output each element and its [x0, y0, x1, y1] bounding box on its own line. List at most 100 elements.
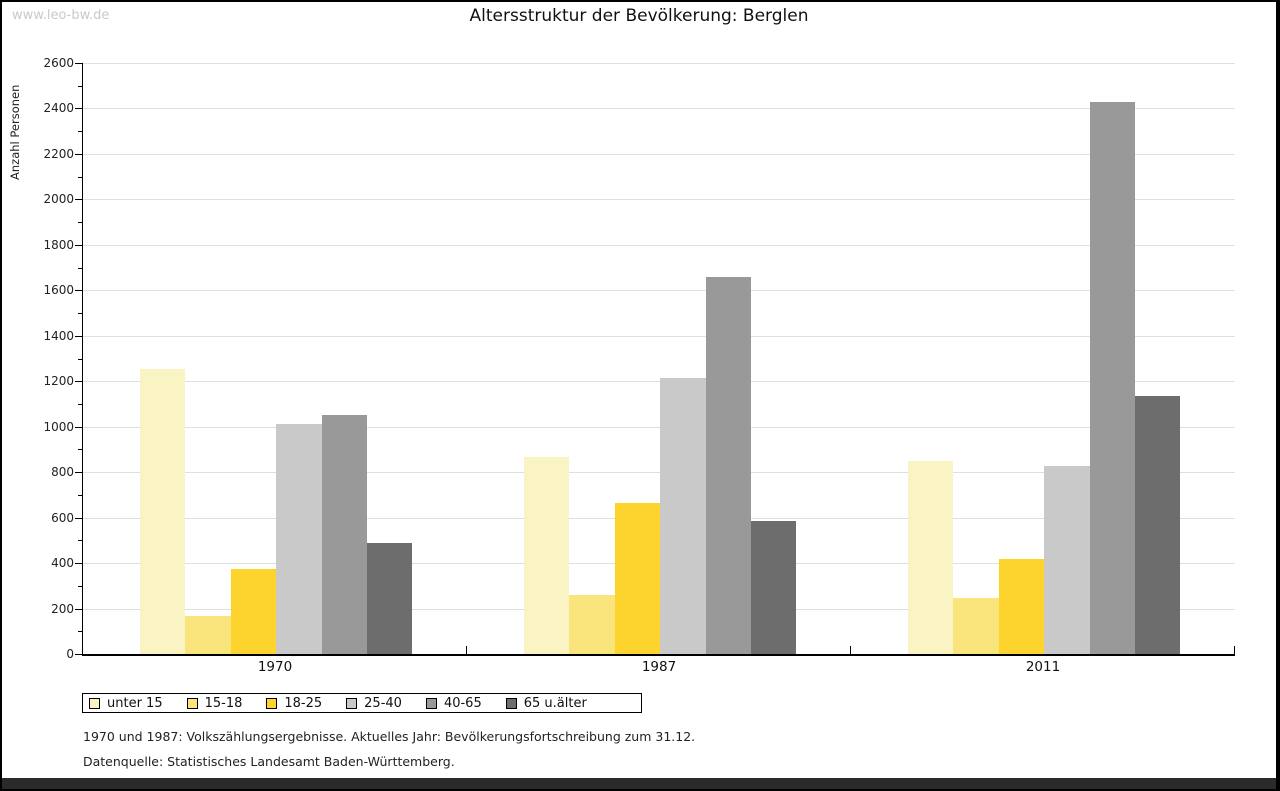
y-tick-label: 200	[51, 601, 74, 616]
y-tick-label: 400	[51, 556, 74, 571]
gridline	[83, 335, 1235, 337]
gridline	[83, 381, 1235, 383]
bar-unter-15-2011	[908, 460, 954, 654]
bottom-bar	[2, 778, 1276, 789]
gridline	[83, 63, 1235, 64]
y-major-tick	[75, 335, 82, 337]
y-minor-tick	[78, 85, 82, 87]
y-major-tick	[75, 199, 82, 201]
y-minor-tick	[78, 358, 82, 360]
y-minor-tick	[78, 449, 82, 451]
y-major-tick	[75, 63, 82, 64]
y-minor-tick	[78, 267, 82, 269]
bar-15-18-1970	[185, 616, 231, 654]
bar-40-65-1987	[705, 276, 751, 654]
x-tick-label: 1970	[257, 659, 293, 675]
legend-swatch	[186, 697, 198, 709]
bar-40-65-2011	[1089, 101, 1135, 654]
y-minor-tick	[78, 222, 82, 224]
legend-label: 40-65	[443, 695, 482, 711]
y-tick-label: 1200	[43, 374, 74, 389]
y-major-tick	[75, 608, 82, 610]
footnote-2: Datenquelle: Statistisches Landesamt Bad…	[83, 754, 455, 769]
legend-swatch	[346, 697, 358, 709]
bar-65-u.älter-1987	[751, 521, 797, 654]
y-major-tick	[75, 654, 82, 655]
legend-label: 15-18	[204, 695, 243, 711]
legend-item: unter 15	[89, 696, 163, 711]
y-tick-label: 1400	[43, 328, 74, 343]
bar-15-18-2011	[953, 598, 999, 654]
legend-item: 15-18	[186, 695, 243, 711]
legend-swatch	[425, 697, 437, 709]
y-tick-label: 2400	[43, 101, 74, 116]
y-minor-tick	[78, 585, 82, 587]
legend-label: 18-25	[284, 695, 323, 711]
y-tick-label: 600	[51, 510, 74, 525]
y-major-tick	[75, 244, 82, 246]
x-tick-label: 2011	[1025, 659, 1061, 675]
footnote-1: 1970 und 1987: Volkszählungsergebnisse. …	[83, 729, 696, 744]
legend-swatch	[505, 697, 517, 709]
bar-unter-15-1987	[524, 457, 570, 654]
x-tick-label: 1987	[641, 659, 677, 675]
y-major-tick	[75, 290, 82, 292]
y-tick-label: 2200	[43, 146, 74, 161]
gridline	[83, 290, 1235, 292]
y-tick-label: 2000	[43, 192, 74, 207]
y-axis-label: Anzahl Personen	[8, 84, 22, 180]
legend-label: 25-40	[364, 695, 402, 711]
gridline	[83, 199, 1235, 201]
legend-item: 25-40	[346, 696, 402, 711]
y-major-tick	[75, 472, 82, 474]
chart-title: Altersstruktur der Bevölkerung: Berglen	[469, 6, 809, 26]
y-tick-label: 0	[66, 647, 74, 661]
legend-swatch	[89, 697, 100, 709]
legend-item: 40-65	[425, 695, 482, 711]
legend-swatch	[266, 697, 278, 709]
gridline	[83, 426, 1235, 428]
watermark: www.leo-bw.de	[12, 8, 110, 23]
y-tick-label: 800	[51, 465, 74, 480]
bar-18-25-1970	[230, 568, 277, 654]
bar-unter-15-1970	[140, 368, 186, 654]
bar-65-u.älter-1970	[367, 542, 413, 654]
bar-18-25-2011	[998, 558, 1045, 654]
legend-item: 65 u.älter	[505, 695, 587, 711]
y-tick-label: 2600	[43, 56, 74, 70]
legend-item: 18-25	[266, 696, 322, 711]
y-major-tick	[75, 108, 82, 110]
y-tick-label: 1600	[43, 283, 74, 298]
bar-25-40-1970	[276, 424, 322, 654]
y-minor-tick	[78, 494, 82, 496]
legend-label: unter 15	[107, 695, 163, 711]
y-minor-tick	[78, 631, 82, 633]
x-group-tick	[466, 646, 467, 654]
gridline	[83, 153, 1235, 155]
bar-65-u.älter-2011	[1135, 396, 1181, 654]
y-minor-tick	[78, 540, 82, 542]
x-group-tick	[850, 646, 851, 654]
x-group-tick	[1234, 646, 1235, 654]
plot-area: 0 200 400 600 800 1000 1200 1400 1600 1800 2000 220…	[43, 56, 1235, 675]
bar-15-18-1987	[569, 594, 615, 654]
bar-25-40-2011	[1044, 466, 1090, 654]
y-major-tick	[75, 426, 82, 428]
legend-label: 65 u.älter	[523, 695, 587, 711]
y-minor-tick	[78, 176, 82, 178]
gridline	[83, 244, 1235, 246]
y-tick-label: 1000	[43, 419, 74, 434]
y-major-tick	[75, 563, 82, 565]
y-major-tick	[75, 517, 82, 519]
bar-40-65-1970	[321, 415, 367, 654]
gridline	[83, 472, 1235, 474]
legend: unter 15 15-18 18-25 25-40 40-65 65 u.älter	[82, 693, 642, 713]
y-major-tick	[75, 153, 82, 155]
bar-18-25-1987	[614, 502, 661, 654]
y-tick-label: 1800	[43, 237, 74, 252]
gridline	[83, 108, 1235, 110]
bar-25-40-1987	[660, 377, 706, 654]
y-minor-tick	[78, 131, 82, 133]
y-minor-tick	[78, 313, 82, 315]
